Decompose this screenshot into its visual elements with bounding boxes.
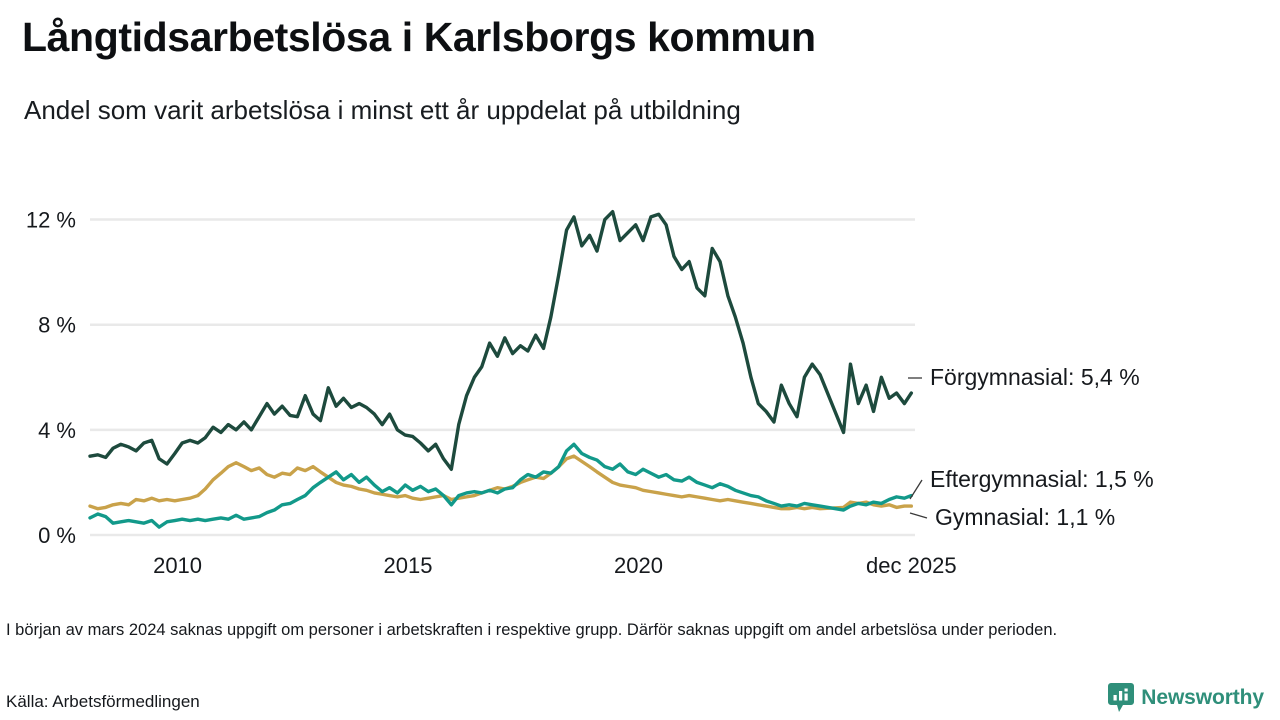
series-labels-group: Förgymnasial: 5,4 % Gymnasial: 1,1 % Efter… — [930, 364, 1154, 530]
series-line-eftergymnasial — [88, 442, 914, 529]
y-axis-tick-labels: 0 % 4 % 8 % 12 % — [26, 208, 76, 548]
legend-leader-lines — [908, 377, 928, 519]
legend-leader-line — [909, 512, 928, 519]
y-axis-tick-label: 8 % — [38, 313, 76, 338]
series-label-förgymnasial: Förgymnasial: 5,4 % — [930, 364, 1140, 390]
series-label-gymnasial: Gymnasial: 1,1 % — [935, 504, 1115, 530]
page-subtitle: Andel som varit arbetslösa i minst ett å… — [24, 95, 741, 125]
x-axis-tick-label: 2010 — [153, 553, 202, 578]
newsworthy-logo: Newsworthy — [1108, 683, 1264, 713]
series-label-eftergymnasial: Eftergymnasial: 1,5 % — [930, 466, 1154, 492]
y-axis-tick-label: 4 % — [38, 418, 76, 443]
chart-source: Källa: Arbetsförmedlingen — [6, 692, 200, 711]
speech-bubble-chart-icon — [1108, 683, 1135, 712]
y-axis-tick-label: 0 % — [38, 523, 76, 548]
page-title: Långtidsarbetslösa i Karlsborgs kommun — [22, 14, 816, 60]
gridlines — [90, 218, 915, 537]
x-axis-tick-label: 2015 — [384, 553, 433, 578]
x-axis-tick-label: dec 2025 — [866, 553, 957, 578]
y-axis-tick-label: 12 % — [26, 208, 76, 233]
series-line-gymnasial — [88, 454, 914, 511]
chart-container: 0 % 4 % 8 % 12 % 2010 2015 2020 dec 2025 Förgy… — [0, 150, 1280, 600]
line-chart: 0 % 4 % 8 % 12 % 2010 2015 2020 dec 2025 Förgy… — [26, 208, 1154, 578]
series-line-förgymnasial — [88, 209, 914, 471]
brand-name: Newsworthy — [1141, 686, 1264, 709]
data-series-group — [88, 209, 914, 529]
x-axis-tick-labels: 2010 2015 2020 dec 2025 — [153, 553, 956, 578]
chart-note: I början av mars 2024 saknas uppgift om … — [6, 621, 1058, 639]
legend-leader-line — [909, 479, 923, 500]
x-axis-tick-label: 2020 — [614, 553, 663, 578]
